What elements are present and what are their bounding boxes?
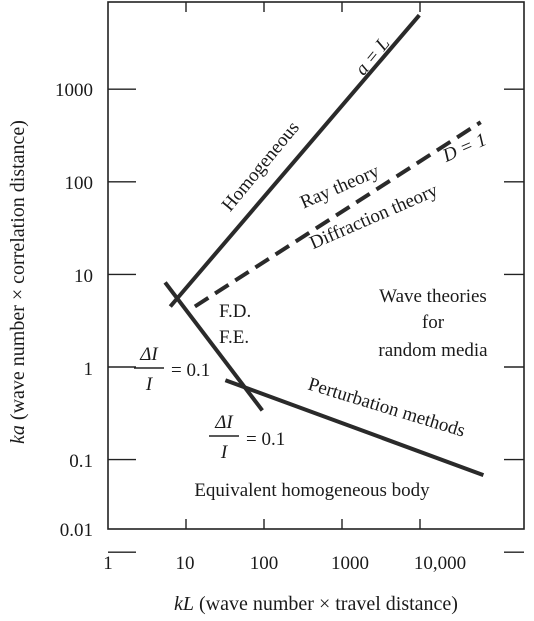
y-tick-label: 0.1 <box>69 451 93 472</box>
plot-frame <box>107 1 525 530</box>
y-tick-label: 1000 <box>55 80 93 101</box>
label-fe: F.E. <box>219 327 249 348</box>
fraction-bottom-numerator: ΔI <box>214 412 234 433</box>
label-wave-theories-1: Wave theories <box>379 286 487 307</box>
y-tick-label: 100 <box>65 173 94 194</box>
fraction-bottom-denominator: I <box>220 442 229 463</box>
label-fd: F.D. <box>219 301 251 322</box>
y-tick-label: 10 <box>74 266 93 287</box>
label-wave-theories-2: for <box>422 312 445 333</box>
fraction-bottom-rhs: = 0.1 <box>246 429 285 450</box>
y-tick-label: 0.01 <box>60 520 93 541</box>
y-tick-label: 1 <box>84 359 94 380</box>
line-a-equals-L <box>168 13 421 308</box>
label-wave-theories-3: random media <box>378 340 488 361</box>
fraction-left-rhs: = 0.1 <box>171 360 210 381</box>
tick-marks <box>108 2 524 553</box>
label-equivalent-body: Equivalent homogeneous body <box>194 480 430 501</box>
label-ray-theory: Ray theory <box>297 160 383 213</box>
chart-lines <box>163 13 485 477</box>
label-a-equals-L: a = L <box>351 33 394 79</box>
fraction-bottom: ΔI I = 0.1 <box>209 412 285 463</box>
fraction-left-numerator: ΔI <box>139 344 159 365</box>
x-tick-label: 10,000 <box>414 553 466 574</box>
line-delta-I-right <box>224 378 485 477</box>
line-D-equals-1 <box>193 120 482 309</box>
fraction-left: ΔI I = 0.1 <box>134 344 210 395</box>
label-perturbation: Perturbation methods <box>306 374 468 442</box>
x-tick-label: 1000 <box>331 553 369 574</box>
x-tick-label: 1 <box>103 553 113 574</box>
y-axis-title: ka (wave number × correlation distance) <box>7 120 29 444</box>
x-axis-title: kL (wave number × travel distance) <box>174 593 458 615</box>
x-tick-label: 10 <box>176 553 195 574</box>
x-tick-label: 100 <box>250 553 279 574</box>
fraction-left-denominator: I <box>145 374 154 395</box>
